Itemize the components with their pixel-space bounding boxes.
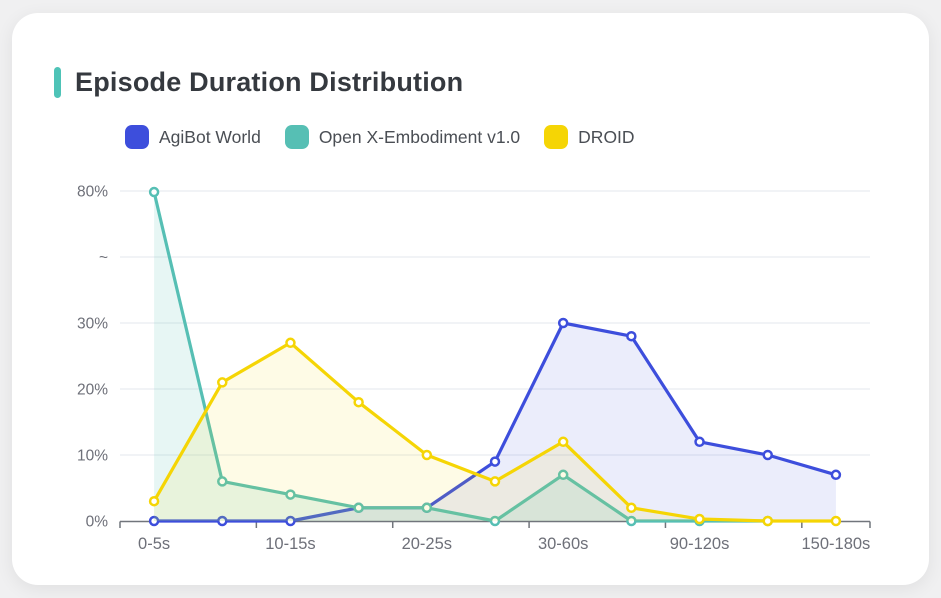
series-droid [148, 337, 842, 527]
data-point-marker[interactable] [694, 436, 705, 448]
data-point-marker[interactable] [421, 502, 433, 514]
title-row: Episode Duration Distribution [54, 67, 463, 98]
series-line [152, 190, 770, 523]
data-point-marker[interactable] [353, 502, 364, 514]
legend-swatch-icon [284, 125, 309, 149]
data-point-marker[interactable] [694, 513, 705, 525]
legend: AgiBot World Open X-Embodiment v1.0 DROI… [125, 125, 635, 149]
svg-text:~: ~ [99, 250, 108, 267]
data-point-marker[interactable] [421, 449, 433, 461]
data-point-marker[interactable] [217, 476, 228, 487]
svg-text:0-5s: 0-5s [138, 535, 170, 553]
chart-card: Episode Duration Distribution AgiBot Wor… [12, 13, 929, 585]
svg-text:10%: 10% [77, 448, 108, 465]
svg-text:80%: 80% [77, 184, 108, 201]
gridlines [120, 190, 870, 456]
title-accent-bar [54, 67, 61, 98]
svg-text:20-25s: 20-25s [402, 535, 452, 553]
data-point-marker[interactable] [830, 469, 842, 481]
legend-label: AgiBot World [159, 126, 261, 147]
data-point-marker[interactable] [489, 456, 501, 467]
svg-text:10-15s: 10-15s [265, 535, 315, 553]
data-point-marker[interactable] [557, 469, 569, 481]
legend-label: Open X-Embodiment v1.0 [318, 126, 521, 147]
series-area [154, 323, 836, 521]
data-point-marker[interactable] [148, 495, 160, 507]
legend-item-agibot-world[interactable]: AgiBot World [125, 125, 261, 149]
data-point-marker[interactable] [626, 330, 637, 342]
chart-title: Episode Duration Distribution [75, 67, 464, 97]
legend-swatch-icon [125, 125, 149, 149]
svg-text:90-120s: 90-120s [670, 535, 730, 553]
series-area [154, 342, 836, 521]
legend-item-open-x-embodiment[interactable]: Open X-Embodiment v1.0 [284, 125, 521, 149]
data-point-marker[interactable] [489, 515, 501, 527]
legend-label: DROID [578, 126, 635, 147]
series-area [154, 192, 768, 521]
legend-swatch-icon [544, 125, 569, 149]
data-point-marker[interactable] [557, 436, 569, 448]
data-point-marker[interactable] [217, 377, 228, 388]
data-point-marker[interactable] [217, 515, 228, 527]
data-point-marker[interactable] [148, 186, 160, 198]
data-point-marker[interactable] [626, 515, 637, 527]
data-point-marker[interactable] [830, 515, 842, 527]
svg-text:150-180s: 150-180s [802, 535, 871, 553]
y-axis-labels: 0% 10% 20% 30% ~80% [77, 184, 108, 531]
data-point-marker[interactable] [285, 489, 296, 500]
legend-item-droid[interactable]: DROID [544, 125, 635, 149]
x-axis-labels: 0-5s 10-15s 20-25s 30-60s 90-120s 150-180s [138, 535, 870, 553]
data-point-marker[interactable] [353, 396, 364, 408]
data-point-marker[interactable] [285, 337, 296, 349]
svg-text:30%: 30% [77, 316, 108, 333]
data-point-marker[interactable] [626, 502, 637, 514]
data-point-marker[interactable] [148, 515, 160, 527]
data-point-marker[interactable] [285, 515, 296, 527]
data-point-marker[interactable] [489, 476, 501, 487]
data-point-marker[interactable] [762, 515, 773, 527]
data-point-marker[interactable] [762, 449, 773, 461]
data-point-marker[interactable] [557, 317, 569, 329]
svg-text:0%: 0% [86, 514, 109, 531]
svg-text:30-60s: 30-60s [538, 535, 588, 553]
svg-text:20%: 20% [77, 382, 108, 399]
